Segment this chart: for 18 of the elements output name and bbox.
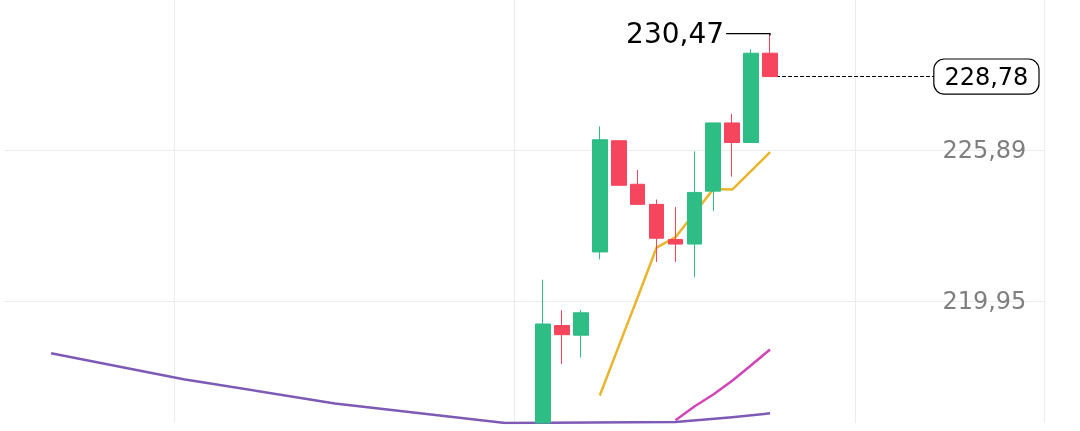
y-tick-label: 225,89 — [942, 136, 1027, 165]
annotation: 230,47 — [626, 17, 725, 51]
line-series — [674, 348, 772, 422]
candlestick — [592, 125, 608, 260]
candlestick — [630, 169, 645, 205]
candlestick — [535, 279, 551, 424]
candlestick — [687, 150, 702, 278]
candlestick — [743, 48, 759, 144]
y-tick-label: 219,95 — [942, 287, 1027, 316]
line-series — [49, 352, 772, 425]
candlestick — [649, 199, 664, 263]
candlestick — [611, 140, 627, 186]
candlestick — [554, 309, 570, 365]
candlestick — [724, 113, 740, 178]
ref-line-label: 228,78 — [944, 62, 1029, 91]
candlestick — [573, 309, 589, 359]
candlestick — [668, 206, 683, 263]
candlestick — [705, 122, 721, 212]
